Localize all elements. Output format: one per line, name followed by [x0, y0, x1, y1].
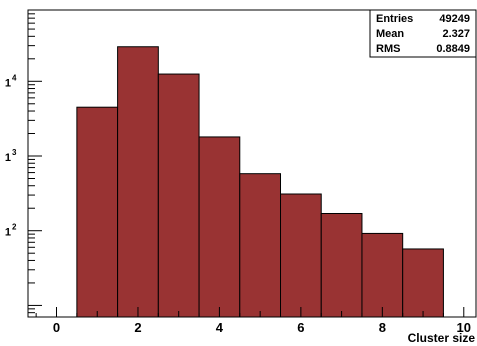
x-tick-label: 10 — [457, 320, 471, 335]
stats-entries-label: Entries — [376, 13, 413, 25]
x-axis-ticks — [35, 307, 465, 317]
stats-mean-value: 2.327 — [442, 28, 470, 40]
x-tick-label: 2 — [134, 320, 141, 335]
stats-rms-value: 0.8849 — [436, 43, 470, 55]
x-tick-label: 6 — [297, 320, 304, 335]
x-tick-label: 4 — [216, 320, 224, 335]
svg-text:2: 2 — [12, 223, 17, 232]
y-axis-tick-labels: 1 21 31 4 — [5, 73, 17, 238]
svg-text:1: 1 — [5, 152, 11, 164]
histogram-bar — [198, 136, 241, 318]
stats-rms-label: RMS — [376, 43, 400, 55]
histogram-bar — [402, 248, 444, 318]
histogram-bar — [320, 212, 363, 318]
x-tick-label: 0 — [53, 320, 60, 335]
stats-mean-label: Mean — [376, 28, 404, 40]
x-tick-label: 8 — [379, 320, 386, 335]
histogram-bar — [76, 106, 119, 318]
y-axis-ticks — [28, 9, 42, 318]
x-axis-tick-labels: 0 2 4 6 8 10 — [53, 320, 471, 335]
histogram-bar — [117, 46, 159, 318]
histogram-bar — [361, 232, 404, 318]
histogram-bar — [280, 193, 322, 318]
svg-text:1: 1 — [5, 227, 11, 239]
histogram-bar — [157, 73, 200, 318]
histogram-bars — [76, 46, 444, 318]
svg-text:3: 3 — [12, 148, 17, 157]
stats-box: Entries 49249 Mean 2.327 RMS 0.8849 — [369, 9, 477, 58]
x-axis-title: Cluster size — [408, 331, 476, 345]
svg-text:4: 4 — [12, 73, 17, 82]
histogram-bar — [239, 173, 282, 318]
svg-text:1: 1 — [5, 77, 11, 89]
stats-entries-value: 49249 — [439, 13, 470, 25]
